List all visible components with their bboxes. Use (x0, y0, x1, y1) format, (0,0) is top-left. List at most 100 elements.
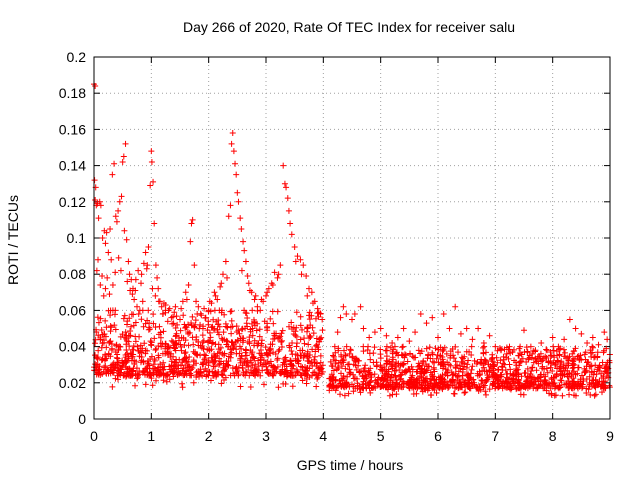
data-point (288, 347, 295, 354)
data-point (208, 354, 215, 361)
data-point (547, 352, 554, 359)
data-point (199, 332, 206, 339)
data-point (452, 303, 459, 310)
data-point (533, 367, 540, 374)
data-point (288, 231, 295, 238)
data-point (476, 368, 483, 375)
grid-lines (94, 57, 610, 419)
data-point (251, 319, 258, 326)
data-point (440, 311, 447, 318)
data-point (439, 365, 446, 372)
data-point (149, 285, 156, 292)
data-point (276, 346, 283, 353)
data-point (126, 271, 133, 278)
data-point (261, 318, 268, 325)
data-point (247, 383, 254, 390)
data-point (348, 381, 355, 388)
x-tick-label: 2 (205, 428, 213, 444)
data-point (217, 349, 224, 356)
data-point (315, 309, 322, 316)
data-point (188, 372, 195, 379)
data-point (155, 298, 162, 305)
data-point (422, 382, 429, 389)
data-point (132, 276, 139, 283)
data-point (232, 160, 239, 167)
data-point (111, 322, 118, 329)
data-point (338, 363, 345, 370)
data-point (600, 378, 607, 385)
data-point (564, 367, 571, 374)
data-point (159, 311, 166, 318)
data-point (538, 339, 545, 346)
data-point (398, 375, 405, 382)
data-point (471, 357, 478, 364)
data-point (357, 303, 364, 310)
data-point (451, 390, 458, 397)
data-point (517, 391, 524, 398)
data-point (306, 285, 312, 292)
data-point (515, 352, 522, 359)
data-point (101, 337, 108, 344)
data-point (412, 329, 419, 336)
data-point (155, 285, 162, 292)
data-point (510, 380, 517, 387)
y-tick-label: 0.1 (67, 230, 87, 246)
data-point (178, 334, 185, 341)
data-point (190, 341, 197, 348)
data-point (468, 351, 475, 358)
data-point (592, 391, 599, 398)
data-point (330, 352, 337, 359)
data-point (495, 384, 502, 391)
data-point (146, 320, 153, 327)
data-point (401, 354, 408, 361)
data-point (186, 353, 193, 360)
data-point (529, 373, 536, 380)
data-point (455, 349, 462, 356)
data-point (119, 331, 126, 338)
data-point (327, 358, 334, 365)
data-point (250, 316, 257, 323)
data-point (192, 317, 199, 324)
data-point (187, 238, 194, 245)
data-point (578, 330, 585, 337)
data-point (478, 360, 485, 367)
data-point (119, 158, 126, 165)
data-point (399, 369, 406, 376)
data-point (148, 158, 155, 165)
data-point (476, 383, 483, 390)
data-point (185, 330, 192, 337)
data-point (106, 338, 113, 345)
data-point (200, 361, 207, 368)
data-point (452, 365, 459, 372)
data-point (425, 351, 432, 358)
data-point (267, 345, 274, 352)
data-point (168, 314, 175, 321)
data-point (137, 342, 144, 349)
data-point (182, 289, 189, 296)
data-point (221, 376, 228, 383)
data-point (129, 346, 136, 353)
data-point (555, 358, 562, 365)
data-point (96, 198, 103, 205)
data-point (301, 370, 308, 377)
data-point (246, 340, 253, 347)
data-point (543, 346, 550, 353)
data-point (489, 373, 496, 380)
data-point (301, 335, 308, 342)
data-point (298, 371, 305, 378)
data-point (393, 349, 400, 356)
data-point (275, 271, 282, 278)
data-point (310, 300, 317, 307)
data-point (500, 360, 507, 367)
data-point (224, 324, 231, 331)
data-point (417, 350, 424, 357)
data-point (114, 359, 121, 366)
data-point (552, 373, 559, 380)
data-point (270, 335, 277, 342)
data-point (220, 329, 227, 336)
data-point (233, 171, 240, 178)
data-point (205, 372, 212, 379)
data-point (306, 309, 313, 316)
data-point (172, 359, 179, 366)
data-point (263, 292, 269, 299)
